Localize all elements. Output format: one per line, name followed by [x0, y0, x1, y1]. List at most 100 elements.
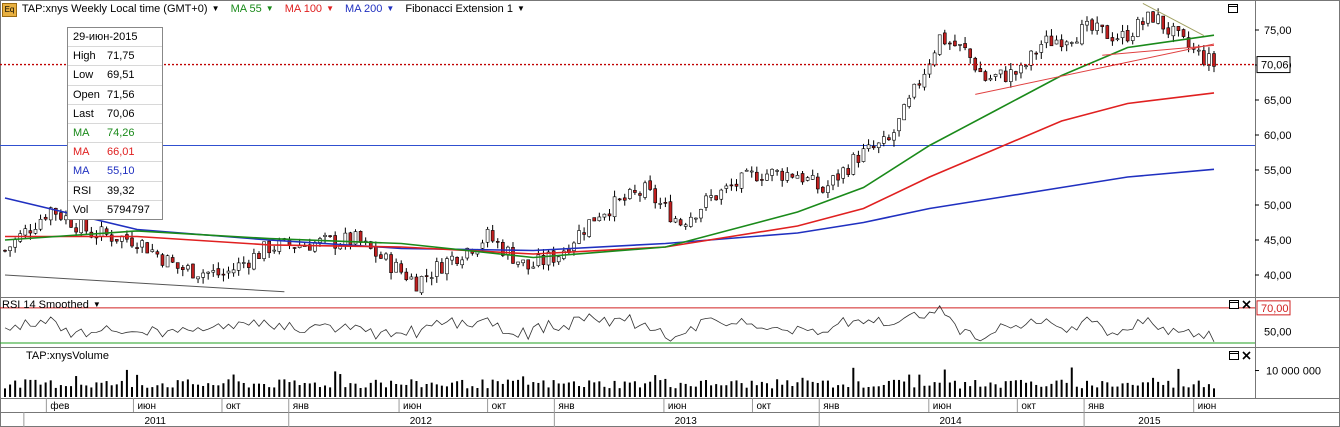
candle	[389, 254, 393, 273]
candle	[1090, 19, 1094, 31]
candle	[140, 240, 144, 248]
rsi-maximize-icon[interactable]	[1229, 300, 1239, 309]
candle	[252, 253, 256, 270]
volume-bar	[242, 382, 245, 397]
candle	[201, 272, 205, 278]
candle	[821, 186, 825, 193]
info-row: MA 66,01	[68, 142, 162, 161]
volume-bar	[359, 387, 362, 397]
month-label: янв	[293, 401, 309, 412]
volume-bar	[202, 385, 205, 397]
candle	[445, 258, 449, 275]
maximize-icon[interactable]	[1228, 4, 1238, 13]
volume-bar	[1086, 380, 1089, 397]
month-label: июн	[137, 401, 156, 412]
candle	[196, 276, 200, 280]
info-row: Vol 5794797	[68, 199, 162, 219]
symbol-dropdown[interactable]: TAP:xnys Weekly Local time (GMT+0) ▼	[22, 3, 224, 15]
year-label: 2012	[410, 416, 433, 427]
ma55-line	[4, 34, 1215, 259]
volume-bar	[75, 376, 78, 397]
candle	[841, 167, 845, 179]
volume-close-icon[interactable]	[1242, 351, 1251, 360]
volume-bar	[542, 380, 545, 397]
volume-bar	[1121, 383, 1124, 397]
year-label: 2011	[144, 416, 166, 427]
candle	[1141, 21, 1145, 25]
candle	[43, 216, 48, 220]
rsi-close-icon[interactable]	[1242, 300, 1251, 309]
fibonacci-dropdown[interactable]: Fibonacci Extension 1 ▼	[405, 3, 529, 15]
volume-bar	[1030, 381, 1033, 397]
volume-bar	[984, 386, 987, 397]
candle	[221, 273, 226, 276]
candle	[719, 189, 724, 200]
volume-bar	[532, 382, 535, 397]
volume-bar	[938, 382, 941, 397]
candle	[983, 71, 988, 81]
candle	[937, 34, 942, 55]
volume-bar	[852, 367, 855, 397]
volume-bar	[24, 379, 27, 397]
fibonacci-line	[1142, 2, 1205, 37]
candle	[861, 148, 866, 162]
price-panel: 40,0045,0050,0055,0060,0065,0070,0075,00…	[0, 2, 1292, 295]
volume-bar	[837, 385, 840, 397]
candle	[678, 219, 683, 226]
ma55-dropdown[interactable]: MA 55 ▼	[231, 3, 278, 15]
volume-bar	[1146, 382, 1149, 397]
candle	[968, 48, 972, 58]
candle	[668, 201, 673, 223]
info-value: 71,75	[107, 50, 135, 63]
candle	[135, 247, 139, 249]
volume-bar	[633, 381, 636, 397]
ma200-line	[4, 168, 1215, 252]
candle	[643, 182, 647, 198]
y-tick-label: 60,00	[1264, 130, 1292, 142]
candle	[440, 262, 444, 274]
candle	[622, 197, 627, 201]
volume-bar	[740, 383, 743, 397]
volume-bar	[461, 379, 464, 397]
volume-bar	[410, 379, 413, 397]
volume-bar	[171, 387, 174, 397]
candle	[714, 195, 718, 201]
ma100-dropdown[interactable]: MA 100 ▼	[285, 3, 338, 15]
candle	[99, 226, 104, 237]
rsi-panel-header[interactable]: RSI 14 Smoothed ▼	[2, 299, 105, 311]
month-label: фев	[50, 400, 69, 412]
candle	[231, 269, 236, 274]
volume-bar	[882, 384, 885, 397]
ma200-dropdown[interactable]: MA 200 ▼	[345, 3, 398, 15]
volume-bar	[283, 379, 286, 397]
candle	[521, 259, 525, 264]
month-label: июн	[933, 401, 952, 412]
volume-maximize-icon[interactable]	[1229, 351, 1239, 360]
volume-bar	[232, 374, 235, 397]
volume-bar	[943, 369, 946, 397]
fibonacci-label: Fibonacci Extension 1	[405, 3, 513, 15]
candle	[130, 237, 134, 247]
volume-bar	[471, 386, 474, 397]
info-key: Open	[73, 88, 100, 101]
volume-panel: 10 000 000	[4, 366, 1321, 397]
candle	[597, 216, 602, 222]
candle	[155, 251, 160, 255]
volume-bar	[684, 383, 687, 397]
year-label: 2014	[939, 416, 962, 427]
candle	[709, 195, 713, 198]
fibonacci-line	[975, 43, 1215, 95]
y-tick-label: 40,00	[1264, 270, 1292, 282]
year-label: 2013	[675, 416, 698, 427]
candle	[871, 145, 876, 149]
volume-bar	[781, 384, 784, 397]
candle	[577, 230, 581, 244]
volume-bar	[948, 382, 951, 397]
volume-bar	[745, 387, 748, 397]
volume-bar	[456, 381, 459, 397]
volume-bar	[750, 380, 753, 397]
volume-bar	[725, 385, 728, 397]
volume-bar	[181, 381, 184, 397]
volume-bar	[425, 383, 428, 397]
volume-bar	[125, 369, 128, 397]
